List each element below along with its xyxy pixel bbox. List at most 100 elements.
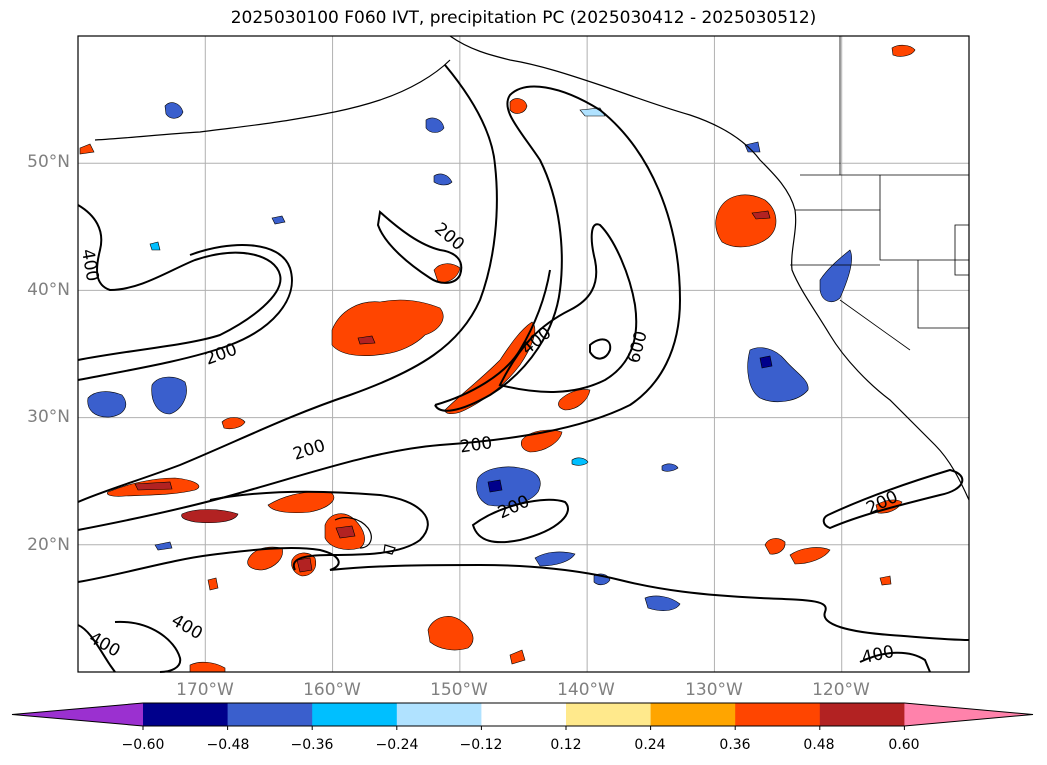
anomaly-blob xyxy=(181,509,239,524)
colorbar-segment xyxy=(312,703,398,726)
contour-line xyxy=(822,468,964,530)
anomaly-blob xyxy=(335,525,356,539)
anomaly-blob xyxy=(134,481,173,491)
anomaly-blob xyxy=(644,595,681,611)
anomaly-blob xyxy=(164,102,184,119)
colorbar-segment xyxy=(143,703,229,726)
colorbar-tick-label: 0.24 xyxy=(634,737,666,753)
anomaly-blob xyxy=(207,577,219,591)
lon-label: 170°W xyxy=(176,680,234,700)
map-title: 2025030100 F060 IVT, precipitation PC (2… xyxy=(230,8,817,28)
anomaly-blob xyxy=(509,649,526,665)
lon-label: 120°W xyxy=(812,680,870,700)
anomaly-blob xyxy=(744,141,761,153)
anomaly-blob xyxy=(879,575,892,586)
anomaly-blob xyxy=(444,321,536,415)
anomaly-blob xyxy=(819,249,852,303)
lon-label: 130°W xyxy=(685,680,743,700)
lon-label: 150°W xyxy=(430,680,488,700)
anomaly-blob xyxy=(764,538,786,555)
lat-label: 50°N xyxy=(27,152,70,172)
contour-line xyxy=(77,64,498,503)
anomaly-blob xyxy=(715,194,777,248)
contour-line xyxy=(209,490,429,571)
anomaly-blob xyxy=(427,616,474,651)
colorbar-segment xyxy=(819,703,905,726)
map-frame xyxy=(77,35,970,673)
colorbar-segment xyxy=(735,703,821,726)
colorbar-segment xyxy=(227,703,313,726)
colorbar-tick-label: 0.36 xyxy=(719,737,751,753)
anomaly-blob xyxy=(534,551,576,567)
contour-line xyxy=(498,223,638,393)
political-borders xyxy=(790,36,970,351)
contour-line xyxy=(859,651,931,673)
anomaly-blob xyxy=(149,241,161,251)
colorbar-tick-label: −0.24 xyxy=(375,737,419,753)
anomaly-blob xyxy=(558,389,591,411)
lat-label: 40°N xyxy=(27,280,70,300)
colorbar-segment xyxy=(481,703,567,726)
anomaly-blob xyxy=(476,466,541,507)
island-hawaii xyxy=(334,517,372,549)
border-state xyxy=(917,260,969,329)
lat-label: 20°N xyxy=(27,535,70,555)
contour-label: 200 xyxy=(459,433,494,457)
anomaly-blob xyxy=(487,479,503,493)
ivt-contours xyxy=(77,64,970,673)
coastline-north-america xyxy=(449,35,970,501)
anomaly-blob xyxy=(267,491,335,514)
anomaly-blob xyxy=(271,215,286,225)
colorbar-tick-label: 0.12 xyxy=(550,737,582,753)
colorbar-tick-label: 0.60 xyxy=(888,737,920,753)
contour-line xyxy=(114,620,182,673)
lon-label: 140°W xyxy=(557,680,615,700)
anomaly-blob xyxy=(520,429,563,453)
border-state xyxy=(839,299,911,351)
colorbar xyxy=(11,702,1034,730)
anomaly-blob xyxy=(357,335,376,345)
anomaly-blob xyxy=(154,541,173,551)
anomaly-blob xyxy=(296,557,313,573)
colorbar-tick-label: −0.36 xyxy=(290,737,334,753)
anomaly-blob xyxy=(661,463,679,472)
contour-line xyxy=(77,624,116,673)
anomaly-blob xyxy=(751,210,771,220)
anomaly-blob xyxy=(789,547,831,565)
colorbar-segment xyxy=(650,703,736,726)
colorbar-tick-label: −0.48 xyxy=(206,737,250,753)
island-hawaii-small xyxy=(383,544,396,555)
coastline xyxy=(94,35,970,555)
coastline-alaska xyxy=(94,59,451,141)
anomaly-blob xyxy=(509,98,528,114)
colorbar-segment xyxy=(566,703,652,726)
anomaly-blob xyxy=(433,173,453,186)
anomaly-blob xyxy=(189,661,226,673)
lat-label: 30°N xyxy=(27,407,70,427)
lon-label: 160°W xyxy=(303,680,361,700)
anomaly-blob xyxy=(759,355,773,369)
colorbar-tick-label: −0.12 xyxy=(459,737,503,753)
contour-line xyxy=(77,204,282,361)
border-state xyxy=(795,209,969,261)
colorbar-extend-high xyxy=(904,703,1033,726)
colorbar-tick-label: 0.48 xyxy=(803,737,835,753)
anomaly-blob xyxy=(221,417,246,430)
anomaly-blob xyxy=(151,376,187,415)
contour-line xyxy=(77,85,682,531)
colorbar-tick-label: −0.60 xyxy=(121,737,165,753)
contour-line xyxy=(376,210,463,284)
anomaly-blob xyxy=(891,44,916,57)
positive-anomalies xyxy=(79,44,916,673)
anomaly-blob xyxy=(79,143,95,155)
contour-line xyxy=(589,338,612,360)
anomaly-blob xyxy=(571,457,589,466)
contour-line xyxy=(471,498,569,544)
anomaly-blob xyxy=(87,391,126,418)
colorbar-extend-low xyxy=(12,703,143,726)
anomaly-blob xyxy=(425,117,445,133)
contour-line xyxy=(77,546,970,641)
contour-line xyxy=(77,244,293,381)
colorbar-segment xyxy=(396,703,482,726)
